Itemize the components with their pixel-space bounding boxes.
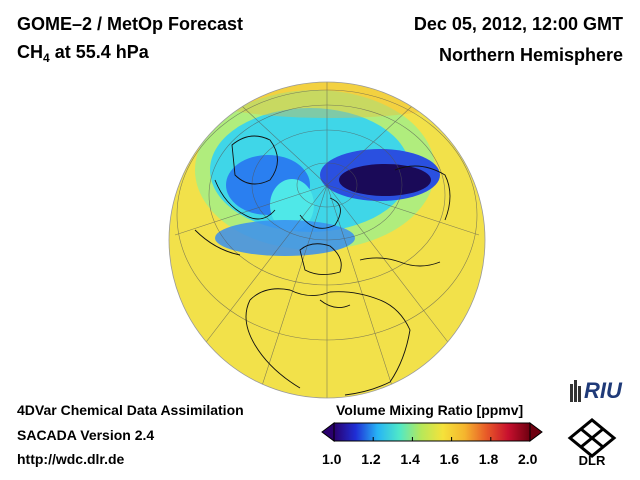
graticule [174, 82, 480, 398]
polar-vortex-dark-core [339, 164, 431, 196]
colorbar-tick-marks [333, 437, 531, 441]
footer-url[interactable]: http://wdc.dlr.de [17, 451, 125, 467]
colorbar-tick-label: 1.2 [361, 451, 381, 467]
product-title: GOME–2 / MetOp Forecast [17, 14, 244, 34]
forecast-datetime: Dec 05, 2012, 12:00 GMT [413, 14, 623, 34]
colorbar-right-arrow [529, 422, 543, 442]
footer-version: SACADA Version 2.4 [17, 427, 155, 443]
colorbar-gradient [333, 422, 531, 442]
coastlines [194, 135, 451, 396]
riu-logo: RIU [570, 378, 623, 403]
region-label: Northern Hemisphere [438, 45, 623, 65]
species-subscript: 4 [43, 51, 50, 65]
colorbar-tick-label: 1.0 [322, 451, 342, 467]
pressure-level: at 55.4 hPa [54, 42, 149, 62]
polar-vortex-blue-south [215, 220, 355, 256]
dlr-logo: DLR [567, 418, 617, 466]
colorbar-tick-label: 1.4 [400, 451, 420, 467]
species-name: CH [17, 42, 43, 62]
colorbar-tick-label: 1.8 [478, 451, 499, 467]
high-ch4-band [210, 82, 450, 118]
dlr-logo-text: DLR [579, 453, 606, 466]
colorbar-title: Volume Mixing Ratio [ppmv] [336, 402, 524, 418]
colorbar-tick-label: 1.6 [439, 451, 460, 467]
colorbar [321, 422, 543, 442]
globe-outline [168, 81, 486, 399]
colorbar-tick-label: 2.0 [518, 451, 538, 467]
riu-logo-text: RIU [584, 378, 623, 403]
species-level: CH4 at 55.4 hPa [17, 42, 149, 65]
footer-method: 4DVar Chemical Data Assimilation [17, 402, 244, 418]
colorbar-left-arrow [321, 422, 335, 442]
